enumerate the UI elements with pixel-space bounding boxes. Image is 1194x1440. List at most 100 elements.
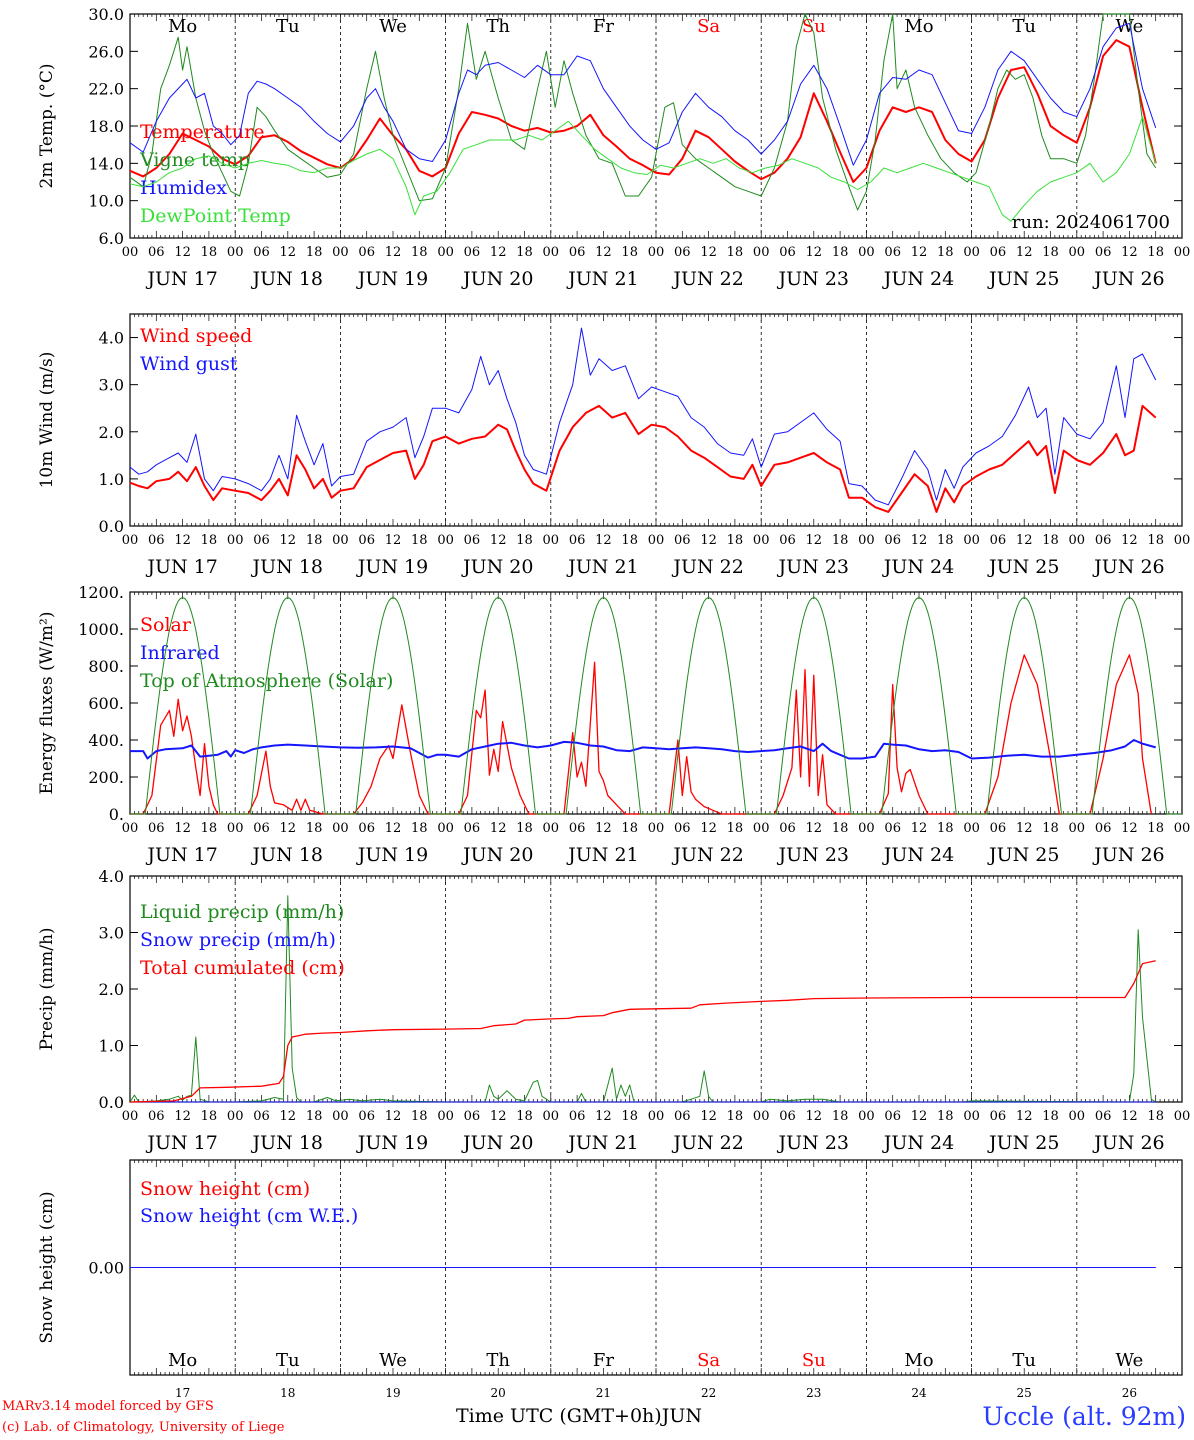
weekday-label: Mo (168, 1350, 197, 1371)
y-axis-label: 10m Wind (m/s) (37, 352, 57, 489)
legend-humidex: Humidex (140, 177, 227, 199)
hour-tick-label: 06 (569, 533, 586, 548)
hour-tick-label: 18 (1147, 821, 1164, 836)
date-label: JUN 24 (882, 556, 954, 578)
weekday-label: Mo (904, 1350, 933, 1371)
weekday-label: Su (802, 1350, 826, 1371)
hour-tick-label: 18 (516, 821, 533, 836)
hour-tick-label: 18 (832, 245, 849, 260)
hour-tick-label: 18 (411, 245, 428, 260)
date-label: JUN 19 (356, 844, 428, 866)
hour-tick-label: 06 (358, 1109, 375, 1124)
y-tick-label: 22.0 (88, 80, 124, 99)
date-label: JUN 25 (987, 1132, 1059, 1154)
hour-tick-label: 00 (122, 821, 139, 836)
hour-tick-label: 12 (806, 245, 823, 260)
hour-tick-label: 12 (700, 245, 717, 260)
series-line-temperature (129, 39, 1157, 183)
day-number-label: 25 (1017, 1386, 1032, 1400)
date-label: JUN 21 (566, 844, 638, 866)
legend-liquid-precip-mm-h: Liquid precip (mm/h) (140, 901, 344, 923)
hour-tick-label: 18 (306, 821, 323, 836)
hour-tick-label: 00 (1174, 821, 1191, 836)
y-tick-label: 1000. (78, 620, 124, 639)
date-label: JUN 23 (777, 556, 849, 578)
date-label: JUN 19 (356, 268, 428, 290)
legend-wind-speed: Wind speed (140, 325, 252, 347)
y-tick-label: 2.0 (99, 423, 124, 442)
hour-tick-label: 00 (963, 533, 980, 548)
series-line-top-of-atmosphere-solar (130, 597, 1182, 815)
hour-tick-label: 06 (253, 533, 270, 548)
hour-tick-label: 00 (858, 1109, 875, 1124)
hour-tick-label: 00 (543, 1109, 560, 1124)
hour-tick-label: 00 (543, 821, 560, 836)
date-label: JUN 22 (671, 844, 743, 866)
hour-tick-label: 00 (332, 821, 349, 836)
date-label: JUN 21 (566, 556, 638, 578)
hour-tick-label: 18 (1147, 1109, 1164, 1124)
hour-tick-label: 18 (201, 821, 218, 836)
date-label: JUN 20 (461, 268, 533, 290)
weekday-label: Tu (1012, 16, 1036, 37)
hour-tick-label: 06 (779, 1109, 796, 1124)
day-number-label: 20 (491, 1386, 506, 1400)
legend-top-of-atmosphere-solar: Top of Atmosphere (Solar) (140, 670, 393, 692)
hour-tick-label: 06 (674, 821, 691, 836)
hour-tick-label: 12 (911, 821, 928, 836)
hour-tick-label: 18 (937, 533, 954, 548)
hour-tick-label: 12 (595, 533, 612, 548)
hour-tick-label: 00 (963, 821, 980, 836)
legend-temperature: Temperature (140, 121, 264, 143)
date-label: JUN 25 (987, 268, 1059, 290)
hour-tick-label: 06 (569, 821, 586, 836)
hour-tick-label: 00 (1174, 1109, 1191, 1124)
date-label: JUN 19 (356, 1132, 428, 1154)
y-tick-label: 600. (88, 694, 124, 713)
hour-tick-label: 06 (1095, 821, 1112, 836)
date-label: JUN 22 (671, 268, 743, 290)
hour-tick-label: 06 (148, 533, 165, 548)
hour-tick-label: 12 (490, 821, 507, 836)
hour-tick-label: 12 (1121, 821, 1138, 836)
hour-tick-label: 00 (753, 1109, 770, 1124)
y-tick-label: 200. (88, 768, 124, 787)
weekday-label: Tu (1012, 1350, 1036, 1371)
hour-tick-label: 12 (280, 821, 297, 836)
hour-tick-label: 06 (884, 1109, 901, 1124)
hour-tick-label: 12 (174, 245, 191, 260)
hour-tick-label: 12 (174, 533, 191, 548)
legend-snow-height-cm: Snow height (cm) (140, 1178, 310, 1200)
date-label: JUN 24 (882, 1132, 954, 1154)
y-tick-label: 30.0 (88, 5, 124, 24)
hour-tick-label: 12 (911, 245, 928, 260)
y-tick-label: 0.0 (99, 1093, 124, 1112)
date-label: JUN 22 (671, 1132, 743, 1154)
hour-tick-label: 12 (490, 245, 507, 260)
hour-tick-label: 06 (884, 245, 901, 260)
date-label: JUN 18 (251, 268, 323, 290)
hour-tick-label: 06 (253, 1109, 270, 1124)
weekday-label: Fr (593, 16, 614, 37)
y-tick-label: 10.0 (88, 192, 124, 211)
hour-tick-label: 00 (963, 245, 980, 260)
hour-tick-label: 12 (1016, 1109, 1033, 1124)
hour-tick-label: 18 (727, 245, 744, 260)
y-tick-label: 18.0 (88, 117, 124, 136)
date-label: JUN 26 (1092, 844, 1164, 866)
date-label: JUN 21 (566, 1132, 638, 1154)
hour-tick-label: 00 (437, 1109, 454, 1124)
date-label: JUN 17 (145, 1132, 217, 1154)
station-name: Uccle (alt. 92m) (982, 1402, 1186, 1431)
hour-tick-label: 18 (1042, 821, 1059, 836)
y-tick-label: 4.0 (99, 867, 124, 886)
day-number-label: 17 (175, 1386, 190, 1400)
y-tick-label: 0. (109, 805, 124, 824)
hour-tick-label: 18 (411, 821, 428, 836)
hour-tick-label: 00 (227, 821, 244, 836)
hour-tick-label: 00 (753, 245, 770, 260)
y-tick-label: 3.0 (99, 924, 124, 943)
hour-tick-label: 00 (648, 1109, 665, 1124)
y-tick-label: 1.0 (99, 1037, 124, 1056)
